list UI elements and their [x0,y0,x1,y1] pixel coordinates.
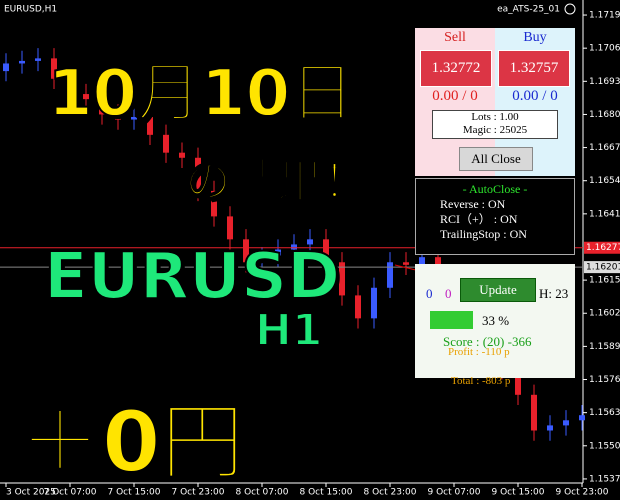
x-tick-label: 7 Oct 07:00 [44,488,97,498]
candle-body [195,157,201,191]
y-tick-label: 1.15500 [589,441,620,451]
overlay-pair: EURUSD [43,239,341,315]
x-tick-label: 8 Oct 23:00 [364,488,417,498]
autoclose-lines: Reverse : ON RCI（+） : ON TrailingStop : ON [416,197,574,242]
x-tick-label: 8 Oct 07:00 [236,488,289,498]
candle-body [531,394,537,431]
candle-body [211,190,217,217]
autoclose-line: TrailingStop : ON [440,227,527,241]
candle-body [163,134,169,153]
profit: Profit : -110 p [448,346,510,358]
count-a: 0 [426,286,433,301]
x-tick-label: 9 Oct 15:00 [492,488,545,498]
y-tick-label: 1.16410 [589,209,620,219]
autoclose-title: - AutoClose - [462,182,528,196]
autoclose-line: Reverse : ON [440,197,506,211]
candle-body [563,420,569,426]
candle-body [579,415,585,421]
candle-body [19,60,25,64]
overlay-timeframe: H1 [254,304,323,357]
candle-body [355,295,361,319]
candle-body [547,425,553,431]
overlay-result: の結果！ [184,153,370,209]
candle-body [323,239,329,263]
total: Total : -803 p [451,375,511,387]
candle-body [83,94,89,100]
magic: Magic : 25025 [462,124,528,136]
all-close-button[interactable]: All Close [459,147,533,171]
hours: H: 23 [539,286,569,301]
candle-body [67,78,73,95]
price-tag [584,261,620,274]
y-tick-label: 1.16020 [589,309,620,319]
sell-price-button[interactable]: 1.32772 [420,50,492,87]
candle-body [3,63,9,72]
candle-body [419,257,425,265]
candle-body [179,152,185,158]
candle-body [131,116,137,120]
status-panel: 0 0 Update H: 23 33 % Score : (20) -366 … [415,264,575,378]
candle-body [115,114,121,120]
x-tick-label: 9 Oct 23:00 [556,488,609,498]
x-tick-label: 3 Oct 2025 [6,488,56,498]
y-tick-label: 1.16670 [589,143,620,153]
overlay-date: 10月10日 [47,56,355,132]
x-tick-label: 7 Oct 15:00 [108,488,161,498]
candle-body [371,287,377,319]
candle-body [275,249,281,258]
symbol-label: EURUSD,H1 [4,5,57,15]
overlay-profit: ＋0円 [17,392,245,492]
x-tick-label: 9 Oct 07:00 [428,488,481,498]
progress-label: 33 % [482,313,510,328]
price-tag-label: 1.16201 [586,263,620,273]
candle-body [99,99,105,115]
y-tick-label: 1.15890 [589,342,620,352]
x-tick-label: 8 Oct 15:00 [300,488,353,498]
y-tick-label: 1.16150 [589,276,620,286]
candle-body [307,239,313,245]
progress-bar [430,311,473,329]
price-tag-label: 1.16277 [586,243,620,253]
candle-body [259,257,265,263]
candle-body [291,244,297,250]
trade-panel: Sell Buy 1.32772 1.32757 0.00 / 0 0.00 /… [415,28,575,176]
candle-body [387,262,393,288]
buy-pl: 0.00 / 0 [512,88,558,104]
update-button[interactable]: Update [460,278,536,302]
y-tick-label: 1.17190 [589,11,620,21]
sell-label: Sell [444,30,466,45]
candle-body [339,262,345,296]
autoclose-panel: - AutoClose - Reverse : ON RCI（+） : ON Tra… [415,178,575,255]
y-tick-label: 1.15760 [589,375,620,385]
price-tag [584,241,620,254]
y-tick-label: 1.15630 [589,408,620,418]
y-tick-label: 1.17060 [589,44,620,54]
count-b: 0 [445,286,452,301]
score: Score : (20) -366 [443,334,532,349]
y-tick-label: 1.15370 [589,474,620,484]
y-tick-label: 1.16800 [589,110,620,120]
candle-body [515,369,521,395]
ea-icon [564,3,576,15]
sell-pl: 0.00 / 0 [432,88,478,104]
autoclose-line: RCI（+） : ON [440,212,518,226]
candle-body [403,262,409,265]
lots: Lots : 1.00 [471,111,519,123]
candle-body [147,116,153,135]
buy-price-button[interactable]: 1.32757 [498,50,570,87]
candle-body [243,239,249,263]
candle-body [227,216,233,240]
x-tick-label: 7 Oct 23:00 [172,488,225,498]
lots-box: Lots : 1.00 Magic : 25025 [432,110,558,139]
y-tick-label: 1.16930 [589,77,620,87]
candle-body [51,58,57,79]
candle-body [35,58,41,61]
y-tick-label: 1.16540 [589,176,620,186]
ea-name: ea_ATS-25_01 [497,5,560,15]
buy-label: Buy [523,30,547,45]
